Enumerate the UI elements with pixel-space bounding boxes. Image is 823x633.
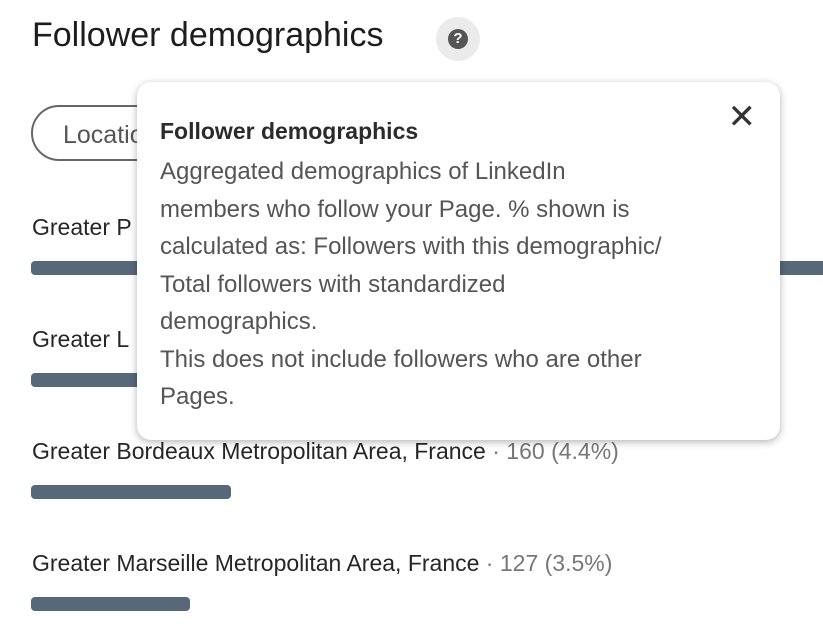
info-tooltip: ✕ Follower demographics Aggregated demog… [137, 82, 780, 440]
question-circle-icon: ? [448, 29, 468, 49]
list-item: Greater L [32, 326, 129, 353]
row-label: Greater P [32, 214, 132, 240]
row-label: Greater Bordeaux Metropolitan Area, Fran… [32, 438, 486, 464]
row-label: Greater Marseille Metropolitan Area, Fra… [32, 550, 480, 576]
row-label: Greater L [32, 326, 130, 352]
tooltip-text-line: Aggregated demographics of LinkedIn [160, 158, 566, 185]
close-icon[interactable]: ✕ [727, 98, 757, 136]
tooltip-text-line: calculated as: Followers with this demog… [160, 233, 662, 260]
tooltip-title: Follower demographics [160, 118, 419, 144]
tooltip-text-line: Pages. [160, 383, 235, 410]
row-count: · 160 (4.4%) [485, 438, 619, 464]
row-bar [31, 485, 231, 499]
list-item: Greater P [32, 214, 132, 241]
tooltip-text-line: members who follow your Page. % shown is [160, 195, 630, 223]
tooltip-text-line: This does not include followers who are … [160, 345, 642, 373]
tooltip-text-line: Total followers with standardized [160, 270, 506, 298]
tooltip-text-line: demographics. [160, 308, 318, 335]
row-bar [31, 597, 190, 611]
list-item: Greater Bordeaux Metropolitan Area, Fran… [32, 438, 619, 465]
row-count: · 127 (3.5%) [479, 550, 613, 576]
list-item: Greater Marseille Metropolitan Area, Fra… [32, 550, 612, 577]
page-title: Follower demographics [32, 16, 384, 54]
help-button[interactable]: ? [436, 17, 480, 61]
